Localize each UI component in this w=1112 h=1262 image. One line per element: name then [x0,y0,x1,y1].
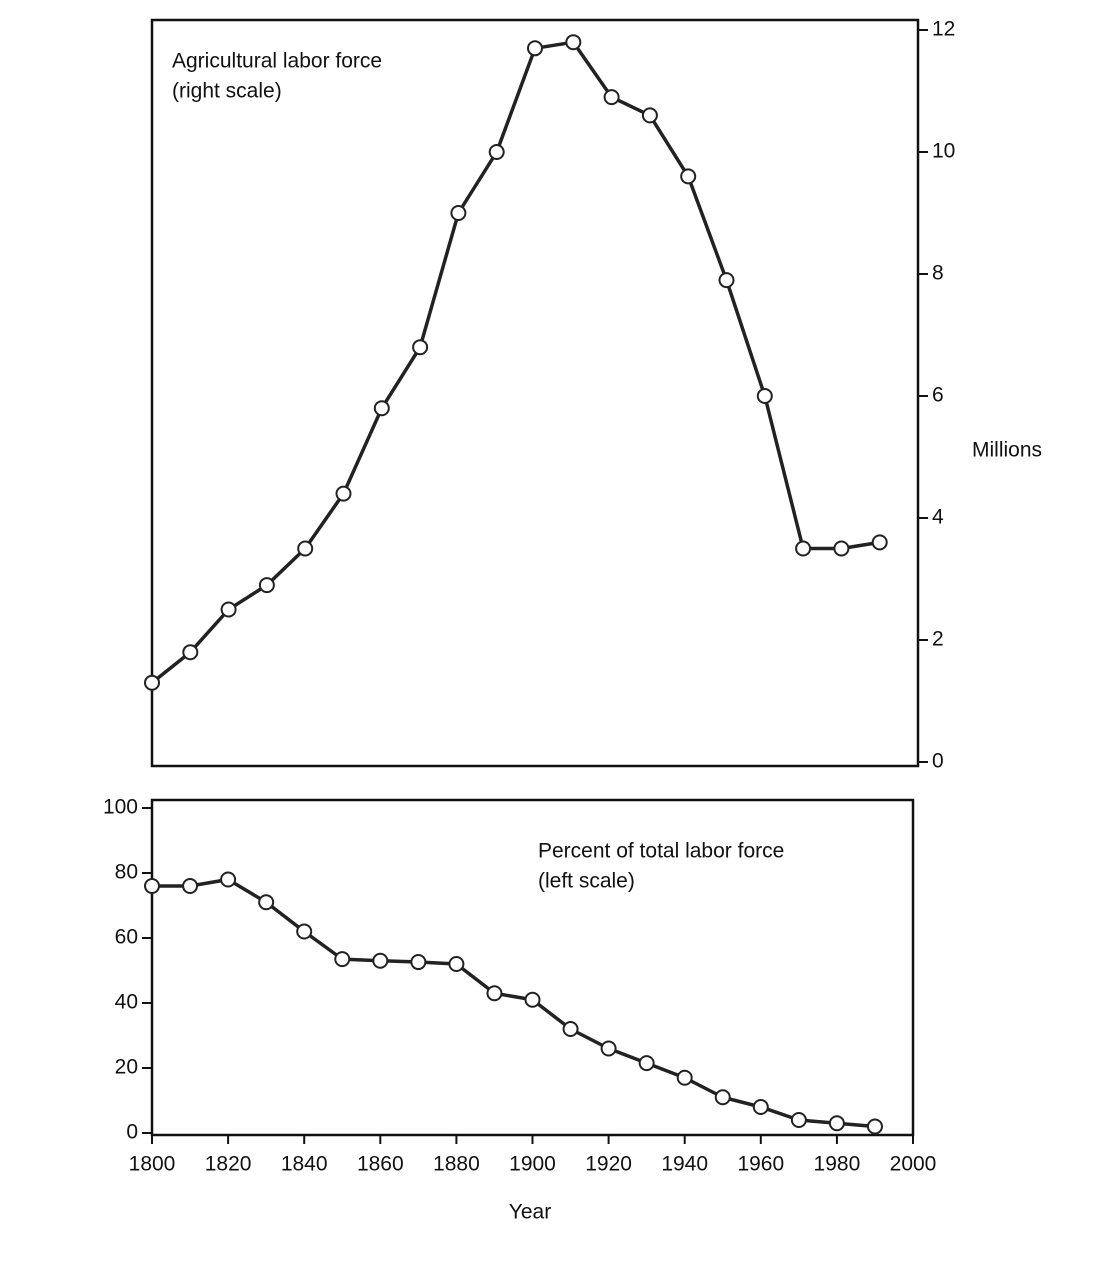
x-tick-label: 1860 [357,1153,404,1176]
data-point [795,540,812,557]
data-point [833,540,850,557]
data-point [182,644,199,661]
x-tick-label: 1940 [661,1153,708,1176]
data-point [372,952,389,969]
data-point [641,107,658,124]
data-point [790,1112,807,1128]
y-tick-label: 100 [103,796,138,819]
y-tick-label: 12 [932,18,955,41]
y-tick-label: 20 [115,1056,138,1079]
data-point [144,674,160,691]
x-axis-label: Year [509,1201,551,1224]
data-point [600,1040,617,1057]
plot-frame [150,798,915,1137]
x-tick-label: 2000 [890,1153,937,1176]
data-point [828,1115,845,1132]
data-point [258,894,275,911]
y-tick-label: 60 [115,926,138,949]
data-point [144,878,160,894]
data-point [258,577,275,594]
annotation: Agricultural labor force [172,50,382,73]
x-tick-label: 1820 [205,1153,252,1176]
x-tick-label: 1920 [585,1153,632,1176]
data-point [718,272,735,289]
data-point [220,871,237,888]
data-point [871,534,888,551]
y-tick-label: 40 [115,991,138,1014]
y-tick-label: 8 [932,262,944,285]
data-point [680,168,697,185]
data-point [752,1099,769,1115]
data-point [373,400,390,417]
data-point [220,601,237,618]
x-tick-label: 1880 [433,1153,480,1176]
data-point [182,878,199,894]
y-tick-label: 6 [932,384,944,407]
annotation: Percent of total labor force [538,840,784,863]
x-tick-label: 1900 [509,1153,556,1176]
data-point [565,34,582,51]
data-point [603,89,620,106]
data-point [410,954,427,971]
data-point [676,1069,693,1086]
data-point [756,388,773,404]
data-point [297,540,314,557]
data-point [866,1118,883,1135]
x-tick-label: 1960 [737,1153,784,1176]
y-tick-label: 80 [115,861,138,884]
data-point [638,1055,655,1072]
data-point [524,991,541,1008]
data-point [334,951,351,968]
y-tick-label: 0 [932,750,944,773]
y-axis-label: Millions [972,439,1042,462]
y-tick-label: 4 [932,506,944,529]
data-point [714,1089,731,1106]
y-tick-label: 0 [126,1121,138,1144]
data-point [412,339,429,356]
data-point [562,1021,579,1037]
y-tick-label: 10 [932,140,955,163]
data-point [448,956,465,972]
annotation: (left scale) [538,870,635,893]
data-point [488,144,505,160]
x-tick-label: 1980 [814,1153,861,1176]
data-point [296,923,313,940]
data-line [152,877,876,1129]
plot-frame [150,18,920,768]
annotation: (right scale) [172,80,282,103]
data-line [150,40,880,685]
data-point [450,205,467,221]
x-tick-label: 1840 [281,1153,328,1176]
data-point [486,985,503,1002]
y-tick-label: 2 [932,628,944,651]
data-point [335,485,352,502]
data-point [527,40,543,57]
x-tick-label: 1800 [129,1153,176,1176]
